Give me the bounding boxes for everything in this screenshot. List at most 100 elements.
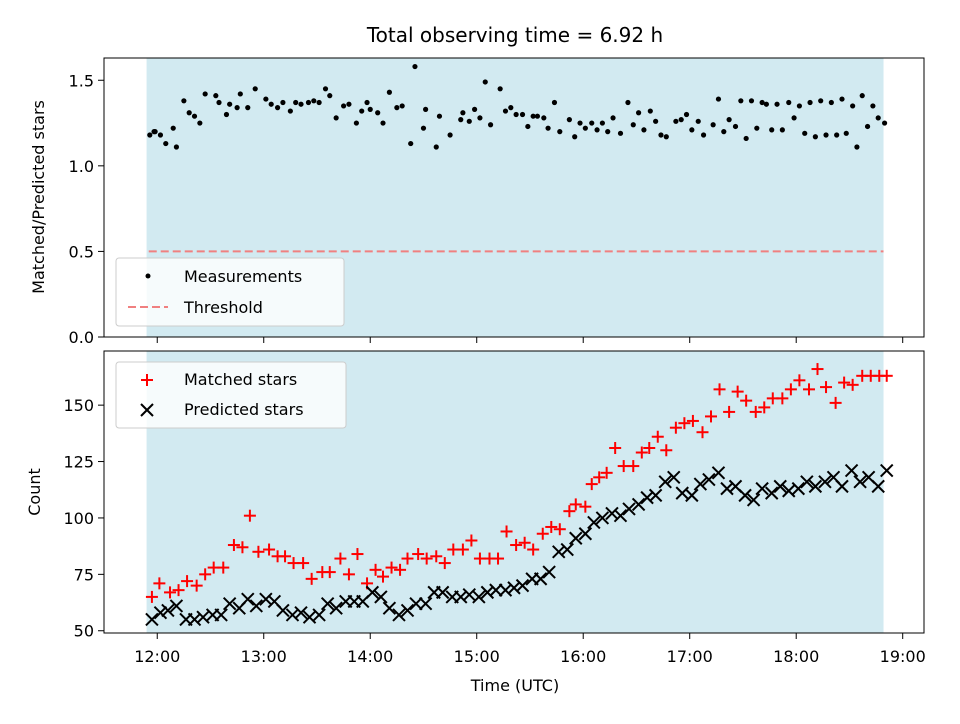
xtick-label: 17:00 <box>667 647 713 666</box>
matched-star-point <box>510 539 523 552</box>
measurement-point <box>854 144 860 150</box>
count-ytick-label: 125 <box>63 453 94 472</box>
predicted-star-point <box>631 497 646 512</box>
measurement-point <box>589 120 595 126</box>
measurement-point <box>375 110 381 116</box>
measurement-point <box>293 99 299 106</box>
measurement-point <box>423 106 429 112</box>
predicted-star-point <box>187 612 202 627</box>
measurement-point <box>460 110 466 116</box>
matched-star-point <box>585 478 598 491</box>
matched-star-point <box>334 552 347 565</box>
predicted-star-point <box>658 475 672 489</box>
predicted-star-point <box>640 490 654 505</box>
matched-star-point <box>199 568 212 581</box>
measurement-point <box>322 86 329 92</box>
matched-star-point <box>696 426 709 439</box>
measurement-point <box>513 111 519 118</box>
measurement-point <box>605 129 611 135</box>
measurement-point <box>530 113 536 119</box>
measurement-point <box>647 108 653 114</box>
measurement-point <box>843 130 849 136</box>
predicted-star-point <box>738 488 752 503</box>
measurement-point <box>458 117 464 123</box>
count-legend-box <box>115 361 347 429</box>
matched-star-point <box>784 383 797 396</box>
measurement-point <box>287 108 293 114</box>
matched-star-point <box>492 552 505 565</box>
measurement-point <box>870 103 876 109</box>
count-legend-plus-marker <box>141 374 153 386</box>
matched-star-point <box>579 500 592 513</box>
matched-star-point <box>553 523 566 536</box>
matched-star-point <box>713 383 726 396</box>
predicted-star-point <box>161 603 175 618</box>
matched-star-point <box>829 396 842 409</box>
matched-star-point <box>563 505 576 518</box>
matched-star-point <box>749 405 762 418</box>
predicted-star-point <box>480 585 495 600</box>
measurement-point <box>346 101 352 107</box>
predicted-star-point <box>542 565 556 579</box>
measurement-point <box>823 132 829 138</box>
matched-star-point <box>243 509 256 522</box>
measurement-point <box>678 117 684 123</box>
matched-star-point <box>545 520 558 533</box>
measurement-point <box>364 99 370 106</box>
measurement-point <box>487 122 494 128</box>
measurement-point <box>227 101 233 107</box>
matched-star-point <box>145 590 158 603</box>
count-legend-x-marker <box>140 403 154 417</box>
measurement-point <box>519 111 526 118</box>
predicted-star-point <box>507 581 521 595</box>
count-panel-ylabel: Count <box>25 468 44 516</box>
measurement-point <box>151 129 157 135</box>
predicted-star-point <box>400 603 415 618</box>
measurement-point <box>796 103 803 109</box>
measurement-point <box>367 106 373 112</box>
measurement-point <box>263 96 269 102</box>
measurement-point <box>786 99 792 106</box>
matched-star-point <box>172 584 185 597</box>
matched-star-point <box>394 563 407 576</box>
measurement-point <box>875 115 881 121</box>
predicted-star-point <box>613 508 628 523</box>
measurement-point <box>850 103 856 109</box>
measurement-point <box>663 134 669 140</box>
measurement-point <box>715 96 722 102</box>
ratio-legend-threshold: Threshold <box>183 298 263 317</box>
measurement-point <box>245 105 251 111</box>
xtick-label: 18:00 <box>773 647 819 666</box>
predicted-star-point <box>214 608 228 622</box>
measurement-point <box>471 106 478 112</box>
predicted-star-point <box>145 612 159 627</box>
predicted-star-point <box>472 590 486 604</box>
matched-star-point <box>627 460 640 473</box>
measurement-point <box>433 144 439 150</box>
measurement-point <box>582 125 588 131</box>
measurement-point <box>743 135 749 142</box>
measurement-point <box>802 130 808 136</box>
measurement-point <box>726 117 732 123</box>
matched-star-point <box>412 548 425 561</box>
measurement-point <box>710 122 716 128</box>
predicted-star-point <box>454 590 468 604</box>
measurement-point <box>394 105 400 111</box>
predicted-star-point <box>418 596 433 611</box>
count-panel: 50 75 100 125 150 12:00 13:00 14:00 15:00 16:00 1… <box>25 350 926 695</box>
count-ytick-label: 100 <box>63 509 94 528</box>
matched-star-point <box>820 381 833 394</box>
measurement-point <box>759 99 765 106</box>
measurement-point <box>769 127 775 133</box>
predicted-star-point <box>746 493 761 507</box>
predicted-star-point <box>693 477 708 491</box>
measurement-point <box>316 99 322 106</box>
predicted-star-point <box>312 608 326 622</box>
measurement-point <box>408 140 414 147</box>
matched-star-point <box>217 561 230 574</box>
measurement-point <box>333 115 339 121</box>
predicted-star-point <box>720 481 734 496</box>
predicted-star-point <box>435 585 450 600</box>
measurement-point <box>502 108 509 114</box>
measurement-point <box>683 111 690 118</box>
